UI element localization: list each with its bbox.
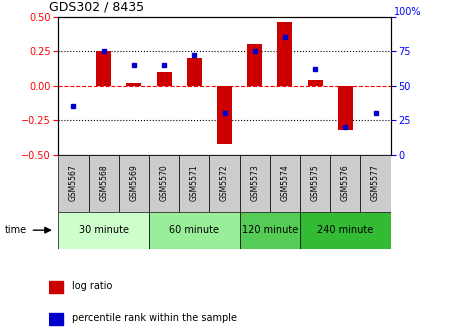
FancyBboxPatch shape (330, 155, 361, 212)
Text: GDS302 / 8435: GDS302 / 8435 (49, 0, 145, 13)
Text: GSM5576: GSM5576 (341, 165, 350, 202)
FancyBboxPatch shape (58, 212, 149, 249)
Bar (157, 72, 172, 86)
Text: 30 minute: 30 minute (79, 225, 129, 235)
Bar (308, 80, 323, 86)
Bar (187, 58, 202, 86)
Text: log ratio: log ratio (71, 282, 112, 291)
Text: GSM5569: GSM5569 (129, 165, 138, 202)
FancyBboxPatch shape (149, 212, 240, 249)
Text: time: time (4, 225, 26, 235)
Text: 100%: 100% (394, 7, 422, 17)
Text: 240 minute: 240 minute (317, 225, 374, 235)
FancyBboxPatch shape (270, 155, 300, 212)
FancyBboxPatch shape (149, 155, 179, 212)
Bar (217, 86, 232, 143)
Text: GSM5570: GSM5570 (159, 165, 168, 202)
Text: 120 minute: 120 minute (242, 225, 298, 235)
Text: GSM5572: GSM5572 (220, 165, 229, 202)
FancyBboxPatch shape (300, 155, 330, 212)
Text: GSM5575: GSM5575 (311, 165, 320, 202)
Text: GSM5577: GSM5577 (371, 165, 380, 202)
Text: 60 minute: 60 minute (169, 225, 219, 235)
FancyBboxPatch shape (361, 155, 391, 212)
Bar (247, 44, 262, 86)
FancyBboxPatch shape (179, 155, 209, 212)
Text: GSM5573: GSM5573 (250, 165, 259, 202)
FancyBboxPatch shape (209, 155, 240, 212)
FancyBboxPatch shape (240, 212, 300, 249)
Text: GSM5568: GSM5568 (99, 165, 108, 202)
FancyBboxPatch shape (58, 155, 88, 212)
FancyBboxPatch shape (240, 155, 270, 212)
Text: GSM5571: GSM5571 (190, 165, 199, 202)
Bar (338, 86, 353, 130)
Bar (277, 22, 292, 86)
Bar (96, 51, 111, 86)
FancyBboxPatch shape (119, 155, 149, 212)
FancyBboxPatch shape (88, 155, 119, 212)
Text: percentile rank within the sample: percentile rank within the sample (71, 313, 237, 323)
Bar (49, 313, 63, 325)
FancyBboxPatch shape (300, 212, 391, 249)
Text: GSM5574: GSM5574 (281, 165, 290, 202)
Bar (126, 83, 141, 86)
Text: GSM5567: GSM5567 (69, 165, 78, 202)
Bar (49, 281, 63, 293)
